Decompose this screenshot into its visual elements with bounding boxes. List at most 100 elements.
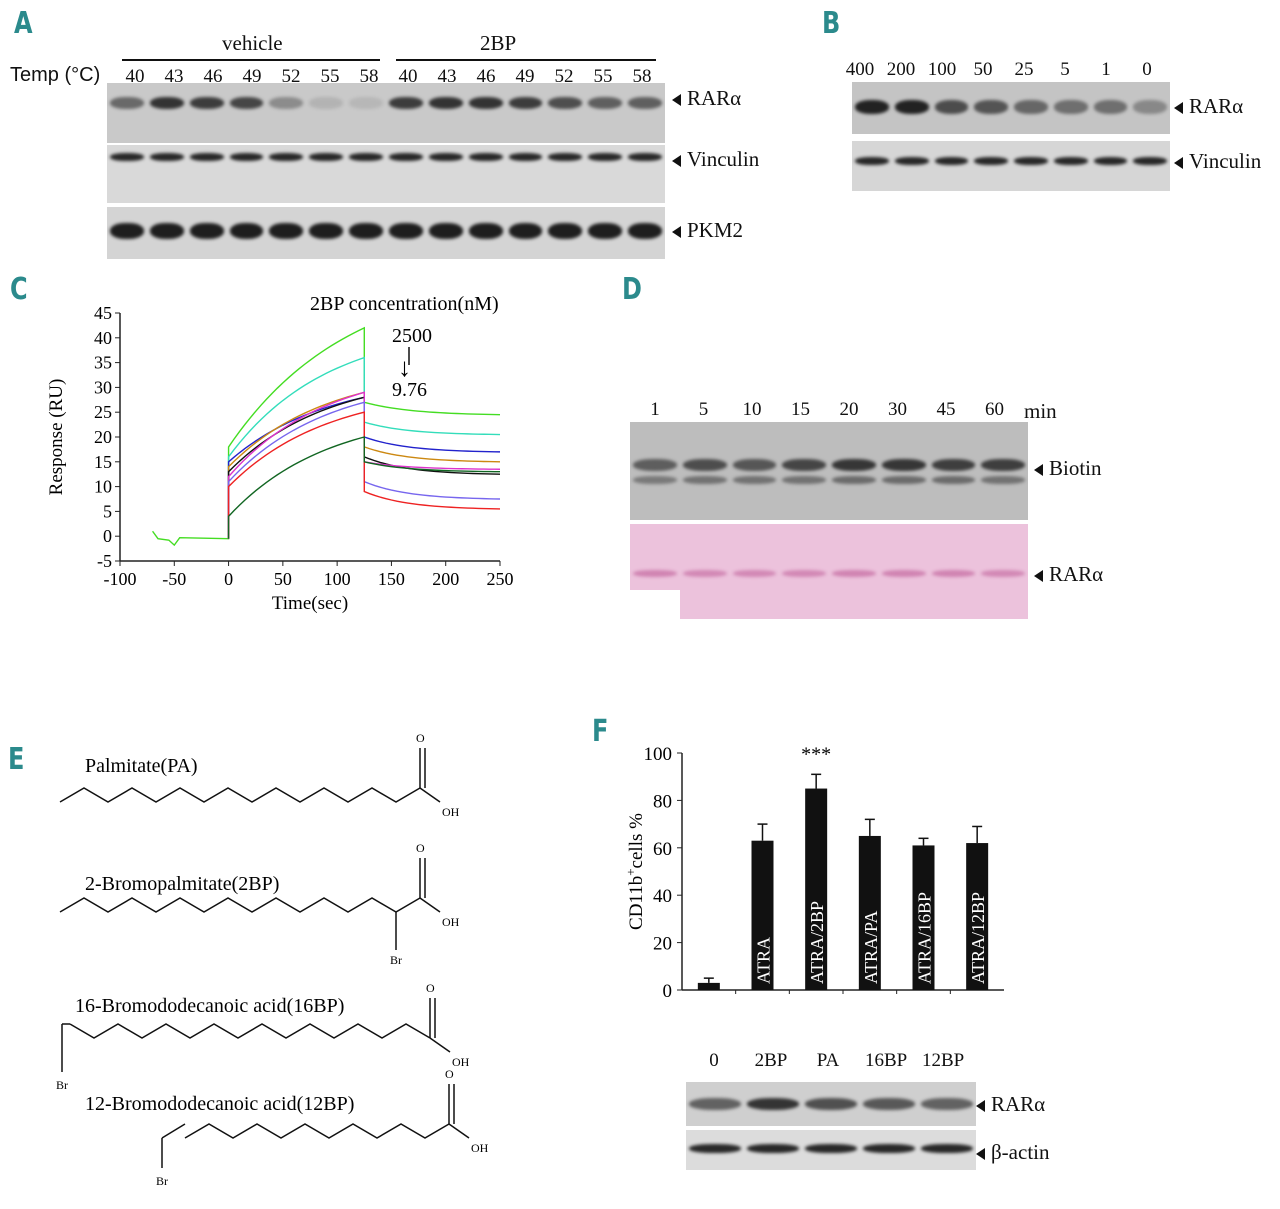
- blot-b-vinculin: [852, 141, 1170, 191]
- x-tick-label: 150: [378, 569, 405, 589]
- temperature-label: 43: [164, 66, 184, 87]
- y-tick-label: 20: [653, 934, 672, 955]
- vinculin-band: [894, 157, 929, 165]
- y-tick-label: 10: [94, 477, 112, 497]
- bp12-bromine: Br: [156, 1174, 168, 1188]
- raralpha-band: [1093, 100, 1128, 114]
- temp-axis-label: Temp (°C): [10, 64, 101, 86]
- biotin-band: [682, 459, 727, 471]
- panel-letter-f: F: [592, 714, 609, 749]
- vinculin-band: [309, 153, 344, 161]
- y-tick-label: 80: [653, 791, 672, 812]
- panel-letter-d: D: [622, 272, 642, 307]
- significance-marker: ***: [801, 743, 831, 765]
- bp2-oh-bond: [419, 897, 441, 913]
- y-tick-label: 40: [653, 886, 672, 907]
- biotin-band: [981, 459, 1025, 471]
- vinculin-band: [508, 153, 543, 161]
- bp16-hydroxyl: OH: [452, 1055, 470, 1069]
- ponceau-band: [682, 570, 727, 577]
- pkm2-band: [149, 223, 184, 239]
- time-unit-label: min: [1024, 399, 1057, 423]
- biotin-lower-band: [682, 476, 727, 484]
- temperature-label: 55: [593, 66, 613, 87]
- sensorgram-series-6: [227, 401, 501, 539]
- concentration-label: 50: [973, 59, 993, 80]
- blot-f-raralpha: [686, 1082, 976, 1126]
- concentration-label: 400: [845, 59, 875, 80]
- time-label: 10: [742, 399, 762, 420]
- biotin-lower-band: [981, 476, 1025, 484]
- pkm2-band: [229, 223, 264, 239]
- arrowhead-icon: [1034, 570, 1043, 583]
- arrowhead-icon: [672, 94, 681, 107]
- temperature-label: 49: [515, 66, 535, 87]
- raralpha-band: [508, 97, 543, 109]
- x-tick-label: 50: [274, 569, 292, 589]
- pkm2-band: [508, 223, 543, 239]
- biotin-lower-band: [782, 476, 826, 484]
- panel-letter-b: B: [822, 6, 841, 41]
- bar-5: [966, 843, 989, 990]
- panel-letter-c: C: [10, 272, 28, 307]
- biotin-lower-band: [633, 476, 677, 484]
- y-tick-label: 0: [663, 981, 673, 1002]
- temperature-label: 43: [437, 66, 457, 87]
- bp16-oh-bond: [429, 1037, 451, 1053]
- pkm2-band: [110, 223, 144, 239]
- x-tick-label: 0: [224, 569, 233, 589]
- vinculin-band: [588, 153, 623, 161]
- beta-actin-band: [689, 1144, 741, 1153]
- temperature-label: 46: [476, 66, 496, 87]
- time-label: 45: [936, 399, 956, 420]
- panel-letter-a: A: [14, 6, 33, 41]
- spr-sensorgram-chart: 2BP concentration(nM) 2500 ↓ 9.76 Respon…: [46, 293, 514, 614]
- bp16-oxygen: O: [426, 981, 435, 995]
- band-label-a-pkm2: PKM2: [672, 218, 743, 243]
- raralpha-band: [349, 97, 383, 109]
- raralpha-band: [974, 100, 1008, 114]
- raralpha-band: [309, 97, 344, 109]
- bp12-hydroxyl: OH: [471, 1141, 489, 1155]
- raralpha-band: [894, 100, 929, 114]
- vinculin-band: [349, 153, 383, 161]
- bp16-chain: [69, 1023, 431, 1039]
- bar-label-3: ATRA/PA: [861, 911, 881, 984]
- x-axis-label: Time(sec): [272, 593, 348, 614]
- y-tick-label: 25: [94, 402, 112, 422]
- raralpha-band: [468, 97, 503, 109]
- temperature-label: 52: [554, 66, 574, 87]
- vinculin-band: [110, 153, 144, 161]
- y-tick-label: 60: [653, 839, 672, 860]
- vinculin-band: [389, 153, 423, 161]
- temperature-label: 55: [320, 66, 340, 87]
- concentration-label: 200: [886, 59, 916, 80]
- vehicle-bracket-line: [122, 59, 380, 61]
- pkm2-band: [468, 223, 503, 239]
- y-axis-label: CD11b+cells %: [623, 813, 648, 930]
- y-tick-label: 35: [94, 353, 112, 373]
- legend-title: 2BP concentration(nM): [310, 293, 499, 315]
- y-tick-label: 15: [94, 452, 112, 472]
- compound-name-pa: Palmitate(PA): [85, 755, 198, 777]
- vinculin-band: [1053, 157, 1088, 165]
- bp2-hydroxyl: OH: [442, 915, 460, 929]
- lane-label: PA: [816, 1050, 840, 1071]
- ponceau-band: [881, 570, 926, 577]
- y-tick-label: 45: [94, 303, 112, 323]
- raralpha-band: [1053, 100, 1088, 114]
- y-tick-label: 30: [94, 377, 112, 397]
- y-tick-label: -5: [97, 551, 112, 571]
- bar-4: [912, 845, 935, 990]
- raralpha-band: [548, 97, 583, 109]
- raralpha-band: [110, 97, 144, 109]
- beta-actin-band: [805, 1144, 857, 1153]
- pa-chain: [59, 787, 421, 803]
- arrowhead-icon: [976, 1100, 985, 1113]
- band-label-d-biotin: Biotin: [1034, 456, 1102, 481]
- vinculin-band: [468, 153, 503, 161]
- vinculin-band: [855, 157, 889, 165]
- band-label-b-vinculin: Vinculin: [1174, 149, 1261, 174]
- group-label-2bp: 2BP: [480, 31, 517, 55]
- raralpha-band: [921, 1098, 973, 1110]
